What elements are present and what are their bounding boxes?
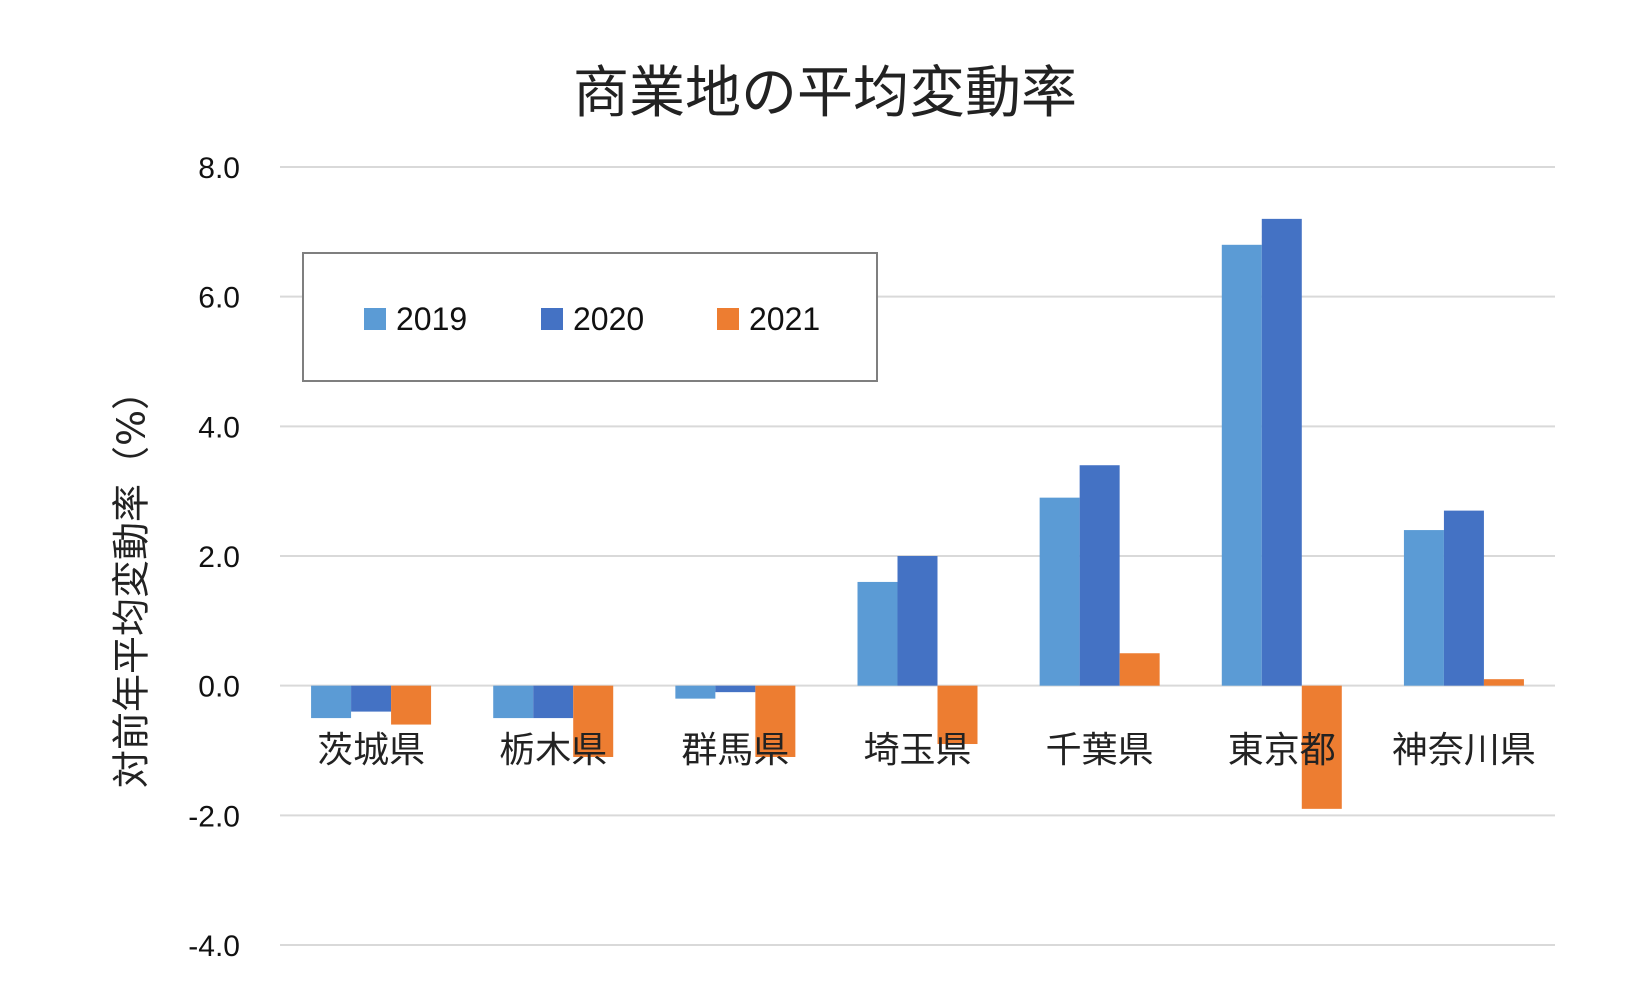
y-tick-label: 8.0 [198, 152, 240, 185]
bar-2020 [715, 685, 756, 693]
bar-2020 [897, 556, 938, 686]
bars [311, 218, 1524, 809]
category-label: 栃木県 [499, 730, 607, 771]
bar-2019 [493, 685, 534, 719]
category-label: 群馬県 [681, 730, 789, 771]
bar-2020 [1079, 465, 1120, 686]
legend-swatch-2019 [364, 308, 386, 330]
bar-2021 [1119, 653, 1160, 686]
category-label: 茨城県 [317, 730, 425, 771]
bar-2019 [1221, 244, 1262, 686]
y-tick-label: 0.0 [198, 671, 240, 704]
bar-2021 [391, 685, 432, 725]
y-tick-labels: 8.0 6.0 4.0 2.0 0.0 -2.0 -4.0 [188, 152, 240, 963]
bar-2021 [937, 685, 978, 745]
legend-item-2019: 2019 [364, 300, 468, 337]
y-tick-label: 2.0 [198, 541, 240, 574]
legend-swatch-2020 [541, 308, 563, 330]
bar-2020 [1443, 510, 1484, 686]
bar-2021 [1301, 685, 1342, 809]
bar-2019 [1039, 497, 1080, 686]
category-labels: 茨城県 栃木県 群馬県 埼玉県 千葉県 東京都 神奈川県 [317, 730, 1536, 771]
category-label: 千葉県 [1046, 730, 1154, 771]
bar-2019 [857, 581, 898, 686]
category-label: 神奈川県 [1392, 730, 1536, 771]
y-tick-label: -2.0 [188, 800, 240, 833]
y-tick-label: 4.0 [198, 411, 240, 444]
bar-2019 [311, 685, 352, 719]
y-tick-label: -4.0 [188, 930, 240, 963]
legend-label-2019: 2019 [396, 300, 468, 337]
bar-2021 [1483, 679, 1524, 686]
bar-2019 [675, 685, 716, 699]
legend: 2019 2020 2021 [302, 252, 878, 382]
legend-item-2020: 2020 [541, 300, 645, 337]
chart-title: 商業地の平均変動率 [573, 61, 1077, 126]
legend-label-2020: 2020 [573, 300, 645, 337]
legend-item-2021: 2021 [717, 300, 821, 337]
bar-2019 [1403, 530, 1444, 686]
legend-label-2021: 2021 [749, 300, 821, 337]
bar-2020 [533, 685, 574, 719]
bar-2021 [755, 685, 796, 757]
category-label: 埼玉県 [863, 730, 971, 771]
category-label: 東京都 [1228, 730, 1336, 771]
legend-swatch-2021 [717, 308, 739, 330]
y-tick-label: 6.0 [198, 282, 240, 315]
bar-2020 [351, 685, 392, 712]
bar-2021 [573, 685, 614, 757]
bar-2020 [1261, 218, 1302, 686]
